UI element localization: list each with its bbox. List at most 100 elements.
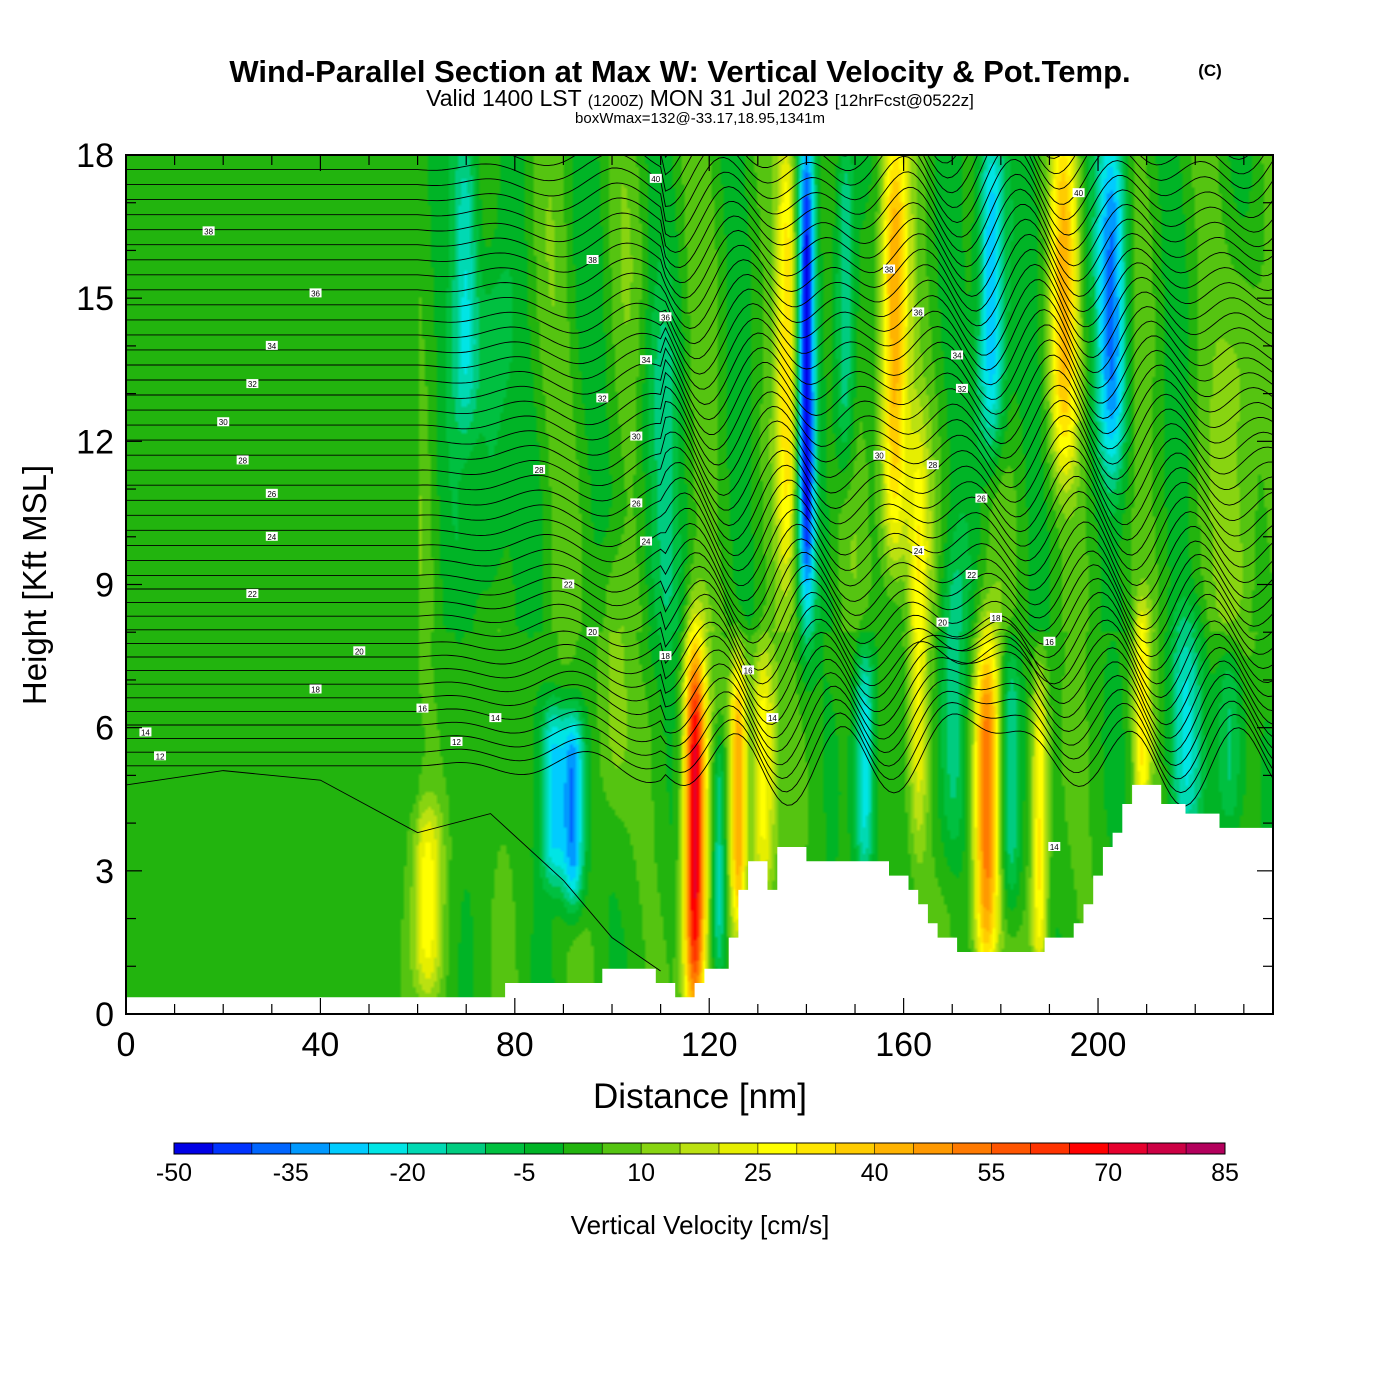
theta-label-text: 28	[928, 461, 937, 470]
theta-label-text: 20	[588, 628, 597, 637]
theta-contour	[126, 415, 1273, 496]
theta-label: 36	[309, 288, 322, 298]
y-tick-label: 18	[76, 137, 114, 175]
theta-label: 18	[309, 684, 322, 694]
theta-label: 26	[630, 498, 643, 508]
colorbar-swatch	[329, 1143, 370, 1154]
y-tick-label: 12	[76, 423, 114, 461]
theta-label: 12	[154, 751, 167, 761]
theta-label: 36	[659, 312, 672, 322]
valid-utc: (1200Z)	[588, 93, 644, 110]
theta-label-text: 18	[311, 685, 320, 694]
colorbar-swatch	[212, 1143, 253, 1154]
theta-label: 20	[936, 617, 949, 628]
colorbar-swatch	[1186, 1143, 1226, 1154]
colorbar-swatch	[1108, 1143, 1148, 1154]
colorbar-tick-label: 40	[861, 1159, 889, 1187]
colorbar-swatch	[913, 1143, 953, 1154]
theta-label: 38	[883, 264, 896, 275]
theta-label: 40	[1072, 188, 1085, 198]
x-tick-label: 200	[1070, 1026, 1127, 1064]
theta-contour	[126, 309, 1273, 390]
colorbar-tick-label: 70	[1094, 1159, 1122, 1187]
colorbar-swatch	[796, 1143, 837, 1154]
theta-contour	[126, 204, 1273, 284]
theta-label: 14	[139, 727, 152, 737]
theta-contour	[126, 369, 1273, 451]
theta-contour	[126, 605, 1273, 685]
theta-label-text: 14	[141, 728, 150, 737]
x-tick-label: 80	[496, 1026, 534, 1064]
theta-label: 38	[586, 254, 599, 265]
theta-contour	[126, 506, 1273, 587]
theta-label-text: 36	[914, 308, 923, 317]
theta-label: 40	[649, 173, 662, 184]
colorbar-swatch	[1069, 1143, 1109, 1154]
terrain-mask	[126, 784, 1273, 1014]
theta-label: 24	[912, 546, 925, 556]
theta-contour	[126, 188, 1273, 268]
theta-label-text: 24	[267, 533, 276, 542]
theta-label: 34	[951, 350, 964, 360]
colorbar-frame	[173, 1142, 1226, 1155]
theta-label: 30	[873, 450, 886, 461]
theta-label: 26	[265, 488, 278, 499]
theta-label-text: 16	[744, 666, 753, 675]
theta-label-text: 32	[248, 380, 257, 389]
colorbar-tick-label: 85	[1211, 1159, 1239, 1187]
theta-label-text: 20	[355, 647, 364, 656]
colorbar-tick-label: 55	[978, 1159, 1006, 1187]
y-tick-label: 6	[95, 710, 114, 748]
theta-label-text: 22	[564, 581, 573, 590]
colorbar-swatch	[407, 1143, 447, 1154]
theta-label: 32	[246, 379, 259, 389]
theta-label: 32	[955, 383, 968, 394]
colorbar-tick-label: -50	[156, 1159, 192, 1187]
theta-contour	[126, 430, 1273, 511]
theta-label-text: 30	[875, 452, 884, 461]
x-tick-label: 40	[301, 1026, 339, 1064]
theta-label-text: 38	[204, 227, 213, 236]
y-tick-label: 0	[95, 996, 114, 1034]
theta-contour	[126, 667, 1273, 753]
x-tick-label: 0	[117, 1026, 136, 1064]
colorbar-swatch	[641, 1143, 681, 1154]
theta-contour	[126, 324, 1273, 405]
colorbar-tick-label: -20	[389, 1159, 425, 1187]
colorbar-tick-labels: -50 -35 -20 -5 10 25 40 55 70 85	[156, 1159, 1239, 1187]
y-tick-label: 3	[95, 853, 114, 891]
colorbar-swatch	[290, 1143, 331, 1154]
theta-label-text: 12	[452, 738, 461, 747]
theta-label: 22	[562, 579, 575, 590]
colorbar-tick-label: -35	[273, 1159, 309, 1187]
theta-label-text: 34	[953, 351, 962, 360]
x-tick-labels: 0 40 80 120 160 200	[117, 1026, 1127, 1064]
theta-contour	[126, 339, 1273, 421]
axis-ticks	[125, 154, 1273, 1015]
colorbar-swatch	[368, 1143, 408, 1154]
theta-label: 26	[975, 493, 988, 504]
theta-label-text: 24	[914, 547, 923, 556]
theta-contour	[126, 620, 1273, 712]
theta-label-text: 14	[1050, 843, 1059, 852]
theta-label: 30	[217, 417, 230, 427]
colorbar-swatch	[1030, 1143, 1070, 1154]
theta-label: 28	[533, 464, 546, 475]
colorbar-swatch	[991, 1143, 1031, 1154]
theta-label-text: 22	[967, 571, 976, 580]
theta-contour	[126, 578, 1273, 658]
theta-label-text: 14	[491, 714, 500, 723]
theta-label-text: 24	[642, 538, 651, 547]
theta-contour	[126, 263, 1273, 345]
theta-contour	[126, 564, 1273, 644]
theta-label-text: 40	[1074, 189, 1083, 198]
plot-area: 38 40 40 36 38 38 34 36 36 32 34 34 30 32 32 28 30 30 26 28…	[125, 154, 1274, 1015]
theta-label: 34	[640, 355, 653, 365]
theta-contour	[126, 713, 1273, 807]
theta-contour	[126, 536, 1273, 617]
theta-contour	[126, 679, 1273, 766]
theta-label: 16	[1043, 636, 1056, 647]
theta-label-text: 36	[311, 289, 320, 298]
theta-label: 34	[265, 340, 278, 351]
